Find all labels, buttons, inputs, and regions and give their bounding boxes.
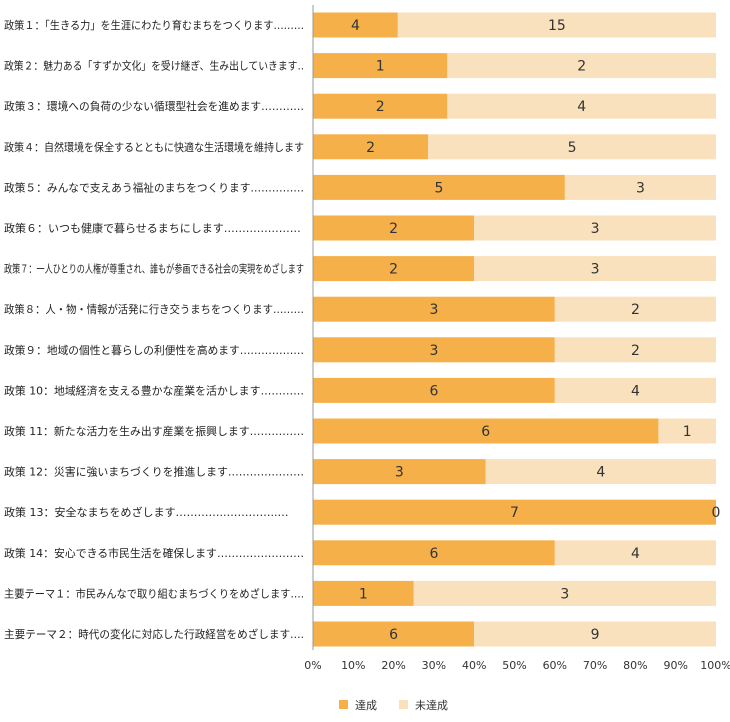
value-label-not-achieved: 2: [577, 59, 586, 75]
category-label: 政策６：いつも健康で暮らせるまちにします…………………: [4, 221, 301, 235]
value-label-achieved: 6: [429, 383, 438, 399]
legend-label-achieved: 達成: [355, 699, 377, 712]
bar-achieved: [313, 580, 414, 606]
bar-achieved: [313, 499, 716, 525]
bar-achieved: [313, 215, 475, 241]
bar-not-achieved: [447, 93, 716, 119]
bar-achieved: [313, 174, 565, 200]
category-label: 政策８：人・物・情報が活発に行き交うまちをつくります………: [4, 302, 304, 316]
x-tick-label: 30%: [422, 659, 446, 672]
x-tick-label: 70%: [583, 659, 607, 672]
bar-achieved: [313, 12, 398, 38]
value-label-not-achieved: 5: [568, 140, 577, 156]
category-label: 主要テーマ１：市民みんなで取り組むまちづくりをめざします….: [4, 586, 304, 600]
value-label-not-achieved: 4: [631, 546, 640, 562]
bar-not-achieved: [474, 256, 716, 282]
bar-not-achieved: [564, 174, 716, 200]
value-label-achieved: 4: [351, 18, 360, 34]
bar-achieved: [313, 377, 555, 403]
bar-not-achieved: [428, 134, 716, 160]
legend-label-not-achieved: 未達成: [415, 699, 448, 712]
x-tick-label: 60%: [543, 659, 567, 672]
category-label: 政策 10：地域経済を支える豊かな産業を活かします…………: [4, 383, 304, 397]
x-tick-label: 80%: [623, 659, 647, 672]
category-label: 政策４：自然環境を保全するとともに快適な生活環境を維持します: [4, 140, 304, 154]
x-tick-label: 40%: [462, 659, 486, 672]
x-axis-ticks: 0% 10% 20% 30% 40% 50% 60% 70% 80% 90% 100%: [304, 659, 730, 672]
value-label-not-achieved: 2: [631, 302, 640, 318]
legend-swatch-not-achieved: [399, 700, 408, 709]
bar-not-achieved: [447, 53, 716, 79]
bar-achieved: [313, 53, 448, 79]
value-label-achieved: 3: [429, 343, 438, 359]
value-label-not-achieved: 3: [560, 586, 569, 602]
value-label-not-achieved: 15: [548, 18, 566, 34]
value-label-not-achieved: 9: [591, 627, 600, 643]
category-label: 主要テーマ２：時代の変化に対応した行政経営をめざします….: [4, 627, 304, 641]
value-label-achieved: 3: [429, 302, 438, 318]
bar-not-achieved: [554, 337, 716, 363]
value-label-not-achieved: 4: [596, 465, 605, 481]
category-label: 政策１：「生きる力」を生涯にわたり育むまちをつくります………: [4, 18, 304, 32]
category-label: 政策９：地域の個性と暮らしの利便性を高めます………………: [4, 343, 304, 357]
bar-achieved: [313, 296, 555, 322]
bar-achieved: [313, 418, 659, 444]
bar-not-achieved: [658, 418, 716, 444]
bar-not-achieved: [554, 296, 716, 322]
bar-not-achieved: [554, 540, 716, 566]
value-label-not-achieved: 3: [591, 221, 600, 237]
x-tick-label: 10%: [341, 659, 365, 672]
x-tick-label: 50%: [502, 659, 526, 672]
value-label-not-achieved: 3: [636, 180, 645, 196]
value-label-achieved: 2: [366, 140, 375, 156]
bar-not-achieved: [554, 377, 716, 403]
bars: 4 15 1 2 2 4 2 5 5 3 2 3 2 3 3 2 3 2 6 4 6 1 3 4 7 0 6 4 1 3 6 9: [313, 12, 721, 647]
value-label-not-achieved: 1: [683, 424, 692, 440]
category-label: 政策 14：安心できる市民生活を確保します……………………: [4, 546, 304, 560]
bar-not-achieved: [474, 621, 716, 647]
value-label-not-achieved: 0: [712, 505, 721, 521]
x-tick-label: 0%: [304, 659, 321, 672]
category-label: 政策 13：安全なまちをめざします…………..…………..…: [4, 505, 288, 519]
bar-not-achieved: [397, 12, 716, 38]
bar-achieved: [313, 256, 475, 282]
value-label-not-achieved: 4: [631, 383, 640, 399]
category-label: 政策 12：災害に強いまちづくりを推進します…………………: [4, 465, 304, 479]
bar-achieved: [313, 93, 448, 119]
bar-achieved: [313, 134, 429, 160]
value-label-achieved: 1: [359, 586, 368, 602]
x-tick-label: 100%: [700, 659, 730, 672]
category-label: 政策５：みんなで支えあう福祉のまちをつくります……………: [4, 180, 304, 194]
category-label: 政策３：環境への負荷の少ない循環型社会を進めます…………: [4, 99, 304, 113]
category-labels: 政策１：「生きる力」を生涯にわたり育むまちをつくります……… 政策２：魅力ある「す…: [4, 18, 304, 641]
value-label-achieved: 2: [389, 262, 398, 278]
value-label-not-achieved: 4: [577, 99, 586, 115]
category-label: 政策７：一人ひとりの人権が尊重され、誰もが参画できる社会の実現をめざします: [4, 262, 304, 276]
bar-not-achieved: [474, 215, 716, 241]
x-tick-label: 90%: [663, 659, 687, 672]
bar-achieved: [313, 337, 555, 363]
category-label: 政策 11：新たな活力を生み出す産業を振興します……………: [4, 424, 304, 438]
category-label: 政策２：魅力ある「すずか文化」を受け継ぎ、生み出していきます‥: [4, 59, 304, 73]
value-label-achieved: 6: [481, 424, 490, 440]
value-label-achieved: 2: [376, 99, 385, 115]
value-label-achieved: 7: [510, 505, 519, 521]
value-label-achieved: 2: [389, 221, 398, 237]
bar-achieved: [313, 459, 486, 485]
bar-achieved: [313, 621, 475, 647]
value-label-achieved: 3: [395, 465, 404, 481]
legend-swatch-achieved: [339, 700, 348, 709]
bar-not-achieved: [485, 459, 716, 485]
value-label-achieved: 6: [389, 627, 398, 643]
value-label-achieved: 6: [429, 546, 438, 562]
legend: 達成 未達成: [339, 699, 448, 712]
value-label-not-achieved: 3: [591, 262, 600, 278]
bar-not-achieved: [413, 580, 716, 606]
value-label-not-achieved: 2: [631, 343, 640, 359]
bar-achieved: [313, 540, 555, 566]
x-tick-label: 20%: [381, 659, 405, 672]
value-label-achieved: 5: [434, 180, 443, 196]
value-label-achieved: 1: [376, 59, 385, 75]
